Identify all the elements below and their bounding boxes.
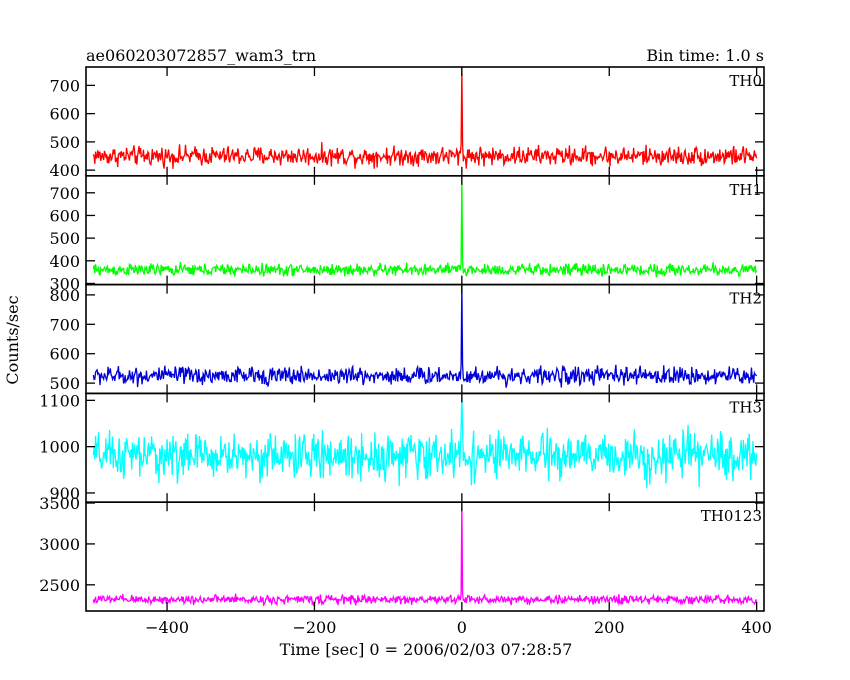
- panel-frame-th0123: [85, 501, 765, 612]
- panel-label-th0123: TH0123: [701, 507, 762, 525]
- y-tick-label-th0: 500: [49, 133, 80, 152]
- y-tick-label-th3: 900: [49, 484, 80, 503]
- y-tick-label-th0123: 3500: [39, 494, 80, 513]
- y-tick-label-th1: 600: [49, 206, 80, 225]
- panel-label-th0: TH0: [729, 72, 762, 90]
- x-axis: −400 −200 0 200 400: [145, 618, 772, 637]
- y-tick-label-th0: 600: [49, 105, 80, 124]
- panel-th3: 900 1000 1100 TH3: [39, 391, 765, 503]
- y-tick-label-th2: 500: [49, 374, 80, 393]
- panel-label-th3: TH3: [729, 398, 762, 416]
- x-tick-label: −200: [292, 618, 336, 637]
- x-tick-label: −400: [145, 618, 189, 637]
- series-line-th3: [92, 393, 758, 488]
- panel-label-th1: TH1: [729, 181, 762, 199]
- y-tick-label-th2: 800: [49, 286, 80, 305]
- y-axis-label: Counts/sec: [3, 295, 22, 384]
- y-tick-label-th2: 700: [49, 315, 80, 334]
- y-tick-label-th3: 1100: [39, 391, 80, 410]
- x-tick-label: 0: [457, 618, 467, 637]
- y-tick-label-th1: 400: [49, 252, 80, 271]
- panel-th1: 300 400 500 600 700 TH1: [49, 175, 765, 293]
- x-tick-label: 200: [594, 618, 625, 637]
- y-tick-label-th0123: 2500: [39, 576, 80, 595]
- y-tick-label-th1: 500: [49, 229, 80, 248]
- series-line-th2: [92, 284, 758, 388]
- panel-th0123: 2500 3000 3500 TH0123: [39, 494, 765, 612]
- y-tick-label-th0: 400: [49, 161, 80, 180]
- series-line-th0123: [92, 502, 758, 607]
- y-tick-label-th1: 300: [49, 274, 80, 293]
- y-tick-label-th1: 700: [49, 184, 80, 203]
- series-line-th0: [92, 66, 758, 169]
- panel-th2: 500 600 700 800 TH2: [49, 283, 765, 395]
- chart-title: ae060203072857_wam3_trn: [86, 46, 316, 65]
- y-tick-label-th0: 700: [49, 76, 80, 95]
- series-line-th1: [92, 175, 758, 278]
- y-tick-label-th2: 600: [49, 345, 80, 364]
- x-axis-label: Time [sec] 0 = 2006/02/03 07:28:57: [280, 640, 573, 659]
- y-tick-label-th0123: 3000: [39, 535, 80, 554]
- panels-group: 400 500 600 700 TH0 300 400 500 600 700 TH1 500 600 7…: [39, 66, 765, 612]
- panel-label-th2: TH2: [729, 290, 762, 308]
- y-tick-label-th3: 1000: [39, 438, 80, 457]
- x-tick-label: 400: [741, 618, 772, 637]
- panel-th0: 400 500 600 700 TH0: [49, 66, 765, 180]
- bin-time-label: Bin time: 1.0 s: [646, 46, 764, 65]
